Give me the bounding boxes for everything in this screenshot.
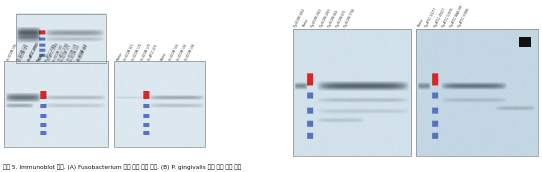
Text: Fn-KCOM 123: Fn-KCOM 123 bbox=[16, 43, 28, 61]
Text: Fn-ATCC 079: Fn-ATCC 079 bbox=[147, 44, 159, 61]
Text: Pg-ATCC BAA-308: Pg-ATCC BAA-308 bbox=[449, 4, 464, 28]
Text: Fn-KCOM 096: Fn-KCOM 096 bbox=[77, 45, 89, 63]
Text: Pg-KCOM 2003: Pg-KCOM 2003 bbox=[319, 8, 332, 28]
Text: Fn-ATCC 2386: Fn-ATCC 2386 bbox=[57, 42, 69, 61]
Text: Fn-KCOM 174: Fn-KCOM 174 bbox=[66, 43, 78, 61]
Text: Pg-ATCC 49417: Pg-ATCC 49417 bbox=[433, 7, 446, 28]
Text: Fn-KCOM 013: Fn-KCOM 013 bbox=[124, 43, 136, 61]
Text: Fn-ATCC 4999: Fn-ATCC 4999 bbox=[27, 44, 40, 63]
Text: Fn-KCOM 180: Fn-KCOM 180 bbox=[53, 45, 64, 63]
Text: Fn-ATCC 25561: Fn-ATCC 25561 bbox=[27, 41, 40, 61]
Text: Fn-KCOM 179: Fn-KCOM 179 bbox=[132, 43, 144, 61]
Text: Pg-ATCC 53986: Pg-ATCC 53986 bbox=[457, 7, 470, 28]
Text: Pg-KCOM 860: Pg-KCOM 860 bbox=[327, 10, 339, 28]
Text: Marker: Marker bbox=[302, 18, 311, 28]
Text: Fn-KCOM 153: Fn-KCOM 153 bbox=[69, 45, 81, 63]
Bar bbox=[114, 61, 205, 147]
Text: Fn-ATCC 2388: Fn-ATCC 2388 bbox=[44, 44, 57, 63]
Text: Fn-KCOM 323: Fn-KCOM 323 bbox=[76, 43, 88, 61]
Text: Fn-KCOM 177: Fn-KCOM 177 bbox=[61, 44, 73, 63]
Text: Fn-KCOM 179: Fn-KCOM 179 bbox=[140, 43, 152, 61]
Text: Pg-KCOM 2003: Pg-KCOM 2003 bbox=[311, 8, 323, 28]
Text: Marker: Marker bbox=[417, 18, 425, 28]
Text: Marker: Marker bbox=[116, 51, 124, 61]
Text: Fn-KCOM 195: Fn-KCOM 195 bbox=[176, 43, 188, 61]
Text: Fn-KCOM 196: Fn-KCOM 196 bbox=[7, 43, 18, 61]
Text: Pg-ATCC 53978: Pg-ATCC 53978 bbox=[441, 7, 454, 28]
Text: Pg-ATCC 33277: Pg-ATCC 33277 bbox=[425, 7, 438, 28]
Text: Marker: Marker bbox=[160, 51, 168, 61]
Bar bbox=[16, 14, 106, 63]
Text: Fn-KCOM 156: Fn-KCOM 156 bbox=[168, 43, 180, 61]
Text: 그림 5. Immunoblot 분석. (A) Fusobacterium 임상 분리 균주 분석. (B) P. gingivalis 임상 분리 균주 분: 그림 5. Immunoblot 분석. (A) Fusobacterium 임… bbox=[3, 165, 241, 170]
Bar bbox=[519, 37, 531, 47]
Text: Pg-KCOM 079: Pg-KCOM 079 bbox=[335, 10, 347, 28]
Text: Pg-KCOM 7798: Pg-KCOM 7798 bbox=[343, 8, 356, 28]
Bar bbox=[293, 29, 411, 156]
Bar bbox=[4, 61, 108, 147]
Text: Fn-ATCC 2988: Fn-ATCC 2988 bbox=[48, 42, 60, 61]
Text: Fn-KCOM 196: Fn-KCOM 196 bbox=[184, 43, 196, 61]
Text: Marker: Marker bbox=[36, 52, 44, 63]
Text: Pg-KCOM 3004: Pg-KCOM 3004 bbox=[294, 8, 306, 28]
Bar bbox=[416, 29, 538, 156]
Text: Fn-KCOM 123: Fn-KCOM 123 bbox=[18, 44, 30, 63]
Text: Marker: Marker bbox=[38, 51, 46, 61]
